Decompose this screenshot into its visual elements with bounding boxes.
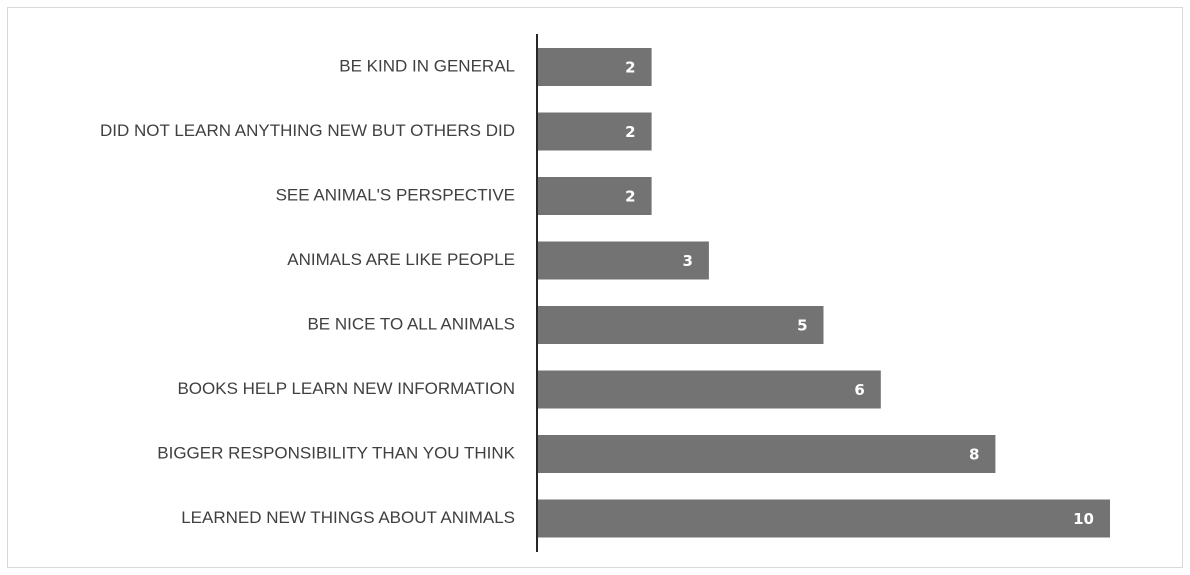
category-label-4: BE NICE TO ALL ANIMALS (307, 314, 515, 333)
bar-4 (537, 306, 824, 344)
data-label-5: 6 (854, 381, 864, 399)
category-label-1: DID NOT LEARN ANYTHING NEW BUT OTHERS DI… (100, 121, 515, 140)
data-label-6: 8 (969, 446, 979, 464)
category-label-2: SEE ANIMAL'S PERSPECTIVE (276, 185, 515, 204)
data-label-3: 3 (682, 252, 692, 270)
data-labels: 2 2 2 3 5 6 8 10 (625, 59, 1094, 529)
data-label-4: 5 (797, 317, 807, 335)
data-label-2: 2 (625, 188, 635, 206)
chart-frame (7, 7, 1183, 568)
category-label-6: BIGGER RESPONSIBILITY THAN YOU THINK (157, 443, 515, 462)
bars-layer (537, 48, 1110, 538)
category-label-3: ANIMALS ARE LIKE PEOPLE (287, 250, 515, 269)
data-label-7: 10 (1073, 510, 1094, 528)
category-label-5: BOOKS HELP LEARN NEW INFORMATION (177, 379, 515, 398)
bar-6 (537, 435, 996, 473)
bar-3 (537, 241, 709, 280)
bar-1 (537, 112, 652, 151)
data-label-1: 2 (625, 123, 635, 141)
bar-2 (537, 177, 652, 215)
data-label-0: 2 (625, 59, 635, 77)
category-label-0: BE KIND IN GENERAL (339, 56, 515, 75)
category-label-7: LEARNED NEW THINGS ABOUT ANIMALS (181, 508, 515, 527)
bar-0 (537, 48, 652, 86)
bar-5 (537, 370, 881, 409)
category-labels: BE KIND IN GENERAL DID NOT LEARN ANYTHING… (100, 56, 516, 527)
bar-7 (537, 499, 1110, 538)
